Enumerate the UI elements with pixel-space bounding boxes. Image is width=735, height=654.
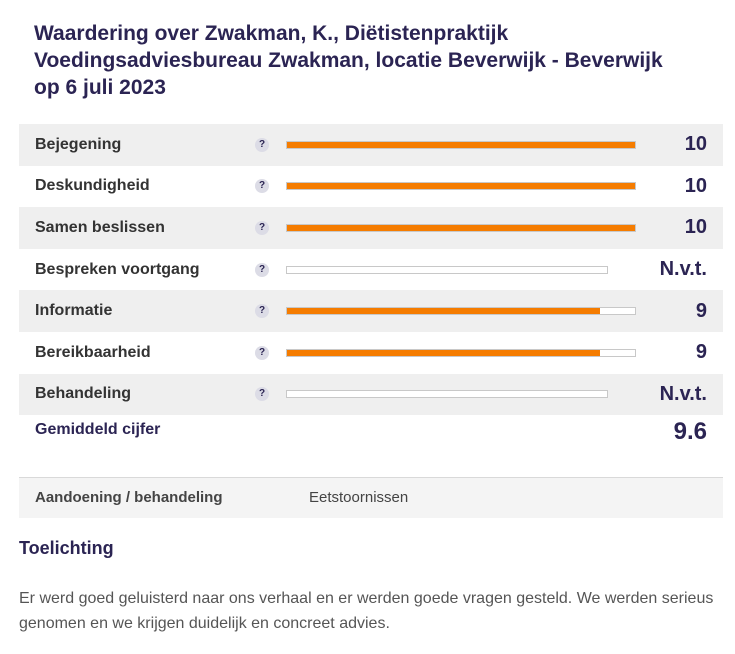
help-icon[interactable]: ? — [255, 220, 269, 235]
rating-score: 10 — [684, 216, 707, 239]
rating-bar-fill — [287, 349, 601, 356]
rating-score: 10 — [684, 133, 707, 156]
rating-bar-fill — [287, 308, 601, 315]
condition-row: Aandoening / behandeling Eetstoornissen — [19, 477, 723, 518]
rating-bar — [286, 182, 636, 191]
condition-value: Eetstoornissen — [309, 489, 409, 506]
ratings-table: Bejegening ? 10 Deskundigheid ? 10 Samen… — [19, 124, 723, 461]
rating-label: Deskundigheid — [35, 177, 150, 195]
help-icon[interactable]: ? — [255, 137, 269, 152]
rating-label: Bespreken voortgang — [35, 260, 200, 278]
rating-label: Behandeling — [35, 385, 132, 403]
comment-text: Er werd goed geluisterd naar ons verhaal… — [19, 590, 714, 632]
rating-label: Informatie — [35, 302, 113, 320]
rating-score: 10 — [684, 174, 707, 197]
rating-bar — [286, 265, 608, 274]
rating-row-informatie: Informatie ? 9 — [19, 290, 723, 332]
average-row: Gemiddeld cijfer 9.6 — [19, 415, 723, 461]
help-icon[interactable]: ? — [255, 387, 269, 402]
help-icon[interactable]: ? — [255, 179, 269, 194]
rating-label: Samen beslissen — [35, 218, 165, 236]
average-label: Gemiddeld cijfer — [35, 421, 161, 439]
rating-label: Bejegening — [35, 135, 122, 153]
rating-score: N.v.t. — [659, 258, 707, 281]
rating-row-bejegening: Bejegening ? 10 — [19, 124, 723, 166]
rating-score: N.v.t. — [659, 382, 707, 405]
rating-bar — [286, 348, 636, 357]
page-title: Waardering over Zwakman, K., Diëtistenpr… — [34, 20, 714, 101]
average-score: 9.6 — [673, 418, 707, 446]
rating-row-samen-beslissen: Samen beslissen ? 10 — [19, 207, 723, 249]
rating-row-bereikbaarheid: Bereikbaarheid ? 9 — [19, 332, 723, 374]
rating-label: Bereikbaarheid — [35, 343, 151, 361]
page-title-line-1: Waardering over Zwakman, K., Diëtistenpr… — [34, 22, 509, 45]
help-icon[interactable]: ? — [255, 262, 269, 277]
rating-row-behandeling: Behandeling ? N.v.t. — [19, 373, 723, 416]
rating-row-deskundigheid: Deskundigheid ? 10 — [19, 166, 723, 208]
rating-row-bespreken-voortgang: Bespreken voortgang ? N.v.t. — [19, 249, 723, 291]
page-title-line-3: op 6 juli 2023 — [34, 76, 166, 99]
rating-bar — [286, 390, 608, 399]
page-title-line-2: Voedingsadviesbureau Zwakman, locatie Be… — [34, 49, 663, 72]
rating-bar — [286, 140, 636, 149]
comment-title: Toelichting — [19, 538, 114, 558]
help-icon[interactable]: ? — [255, 304, 269, 319]
rating-bar — [286, 307, 636, 316]
rating-score: 9 — [695, 299, 707, 322]
rating-score: 9 — [695, 341, 707, 364]
rating-bar — [286, 223, 636, 232]
condition-label: Aandoening / behandeling — [35, 489, 223, 506]
rating-bar-fill — [287, 183, 635, 190]
help-icon[interactable]: ? — [255, 345, 269, 360]
rating-bar-fill — [287, 224, 635, 231]
rating-bar-fill — [287, 141, 635, 148]
